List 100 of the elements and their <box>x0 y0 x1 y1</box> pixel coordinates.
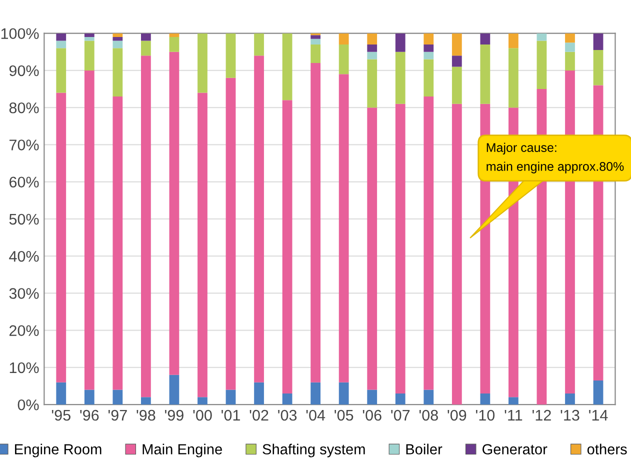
bar <box>338 382 349 405</box>
bar <box>536 40 547 90</box>
bar <box>565 52 575 70</box>
bar <box>424 59 434 96</box>
bar <box>424 44 434 52</box>
bar <box>480 393 490 405</box>
x-tick-label: '05 <box>334 410 354 421</box>
bar <box>338 33 349 44</box>
bar <box>140 40 151 56</box>
bar <box>56 33 66 41</box>
y-tick-label: 20% <box>10 325 39 336</box>
bar <box>395 33 406 52</box>
bar <box>84 70 94 390</box>
bar <box>112 37 123 41</box>
bar <box>452 104 462 405</box>
x-tick-label: '07 <box>391 410 410 421</box>
bar <box>593 33 604 50</box>
bar <box>367 44 378 52</box>
y-tick-label: 0% <box>18 399 39 410</box>
bar <box>452 56 462 67</box>
x-tick-label: '09 <box>448 410 466 421</box>
bar <box>310 63 321 382</box>
x-tick-label: '01 <box>222 410 240 421</box>
y-tick-label: 80% <box>9 102 39 114</box>
bar <box>395 104 406 394</box>
y-tick-label: 40% <box>9 250 39 262</box>
bar <box>84 40 94 70</box>
legend-label: Boiler <box>406 444 442 454</box>
x-tick-label: '12 <box>532 410 551 421</box>
bar <box>367 390 378 405</box>
annotation: Major cause: main engine approx.80% <box>486 142 624 174</box>
x-tick-label: '95 <box>52 410 70 421</box>
x-tick-label: '99 <box>165 410 184 421</box>
bar <box>424 52 434 60</box>
bar <box>169 374 180 405</box>
bar <box>395 52 406 104</box>
y-tick-label: 60% <box>10 176 39 188</box>
bar <box>480 33 490 44</box>
bar <box>198 397 208 405</box>
x-tick-label: '11 <box>504 410 522 421</box>
bar <box>310 382 321 405</box>
bar <box>593 50 604 86</box>
x-tick-label: '14 <box>589 410 608 421</box>
bar <box>254 382 264 405</box>
bar <box>140 33 151 41</box>
y-tick-label: 70% <box>10 140 39 150</box>
bar <box>112 33 123 38</box>
x-tick-label: '96 <box>80 410 99 421</box>
bar <box>310 38 321 44</box>
bar <box>367 33 378 44</box>
bar <box>254 56 264 382</box>
x-tick-label: '04 <box>306 410 326 421</box>
bar <box>282 100 292 394</box>
bar <box>338 44 349 74</box>
bar <box>84 33 94 38</box>
bar <box>112 96 123 390</box>
bar <box>536 33 547 41</box>
bar <box>112 48 123 96</box>
x-tick-label: '08 <box>419 410 438 421</box>
bar <box>56 382 66 405</box>
bar <box>282 393 292 405</box>
bar <box>226 78 236 390</box>
bar <box>84 37 94 41</box>
bar <box>56 92 66 382</box>
bar <box>112 40 123 48</box>
bar <box>169 37 180 52</box>
bar <box>367 59 378 108</box>
bar <box>56 40 66 48</box>
legend-label: Engine Room <box>15 444 102 458</box>
bar <box>198 33 208 93</box>
x-tick-label: '97 <box>108 410 127 421</box>
y-tick-label: 10% <box>10 362 39 374</box>
bar <box>565 393 575 405</box>
bar <box>565 33 575 43</box>
bar <box>508 33 518 48</box>
x-tick-label: '06 <box>362 410 382 421</box>
bar <box>169 52 180 375</box>
bar <box>424 96 434 390</box>
legend-label: others <box>587 444 627 454</box>
x-tick-label: '02 <box>250 410 268 421</box>
bar <box>226 390 236 405</box>
bar <box>480 44 490 104</box>
legend-label: Shafting system <box>262 444 365 458</box>
bar <box>140 397 151 405</box>
x-tick-label: '10 <box>476 410 495 421</box>
bar <box>140 56 151 398</box>
bar <box>424 390 434 405</box>
y-tick-label: 50% <box>9 214 39 225</box>
y-tick-label: 100% <box>1 28 39 40</box>
bar <box>367 52 378 60</box>
x-tick-label: '00 <box>193 410 212 421</box>
bar <box>452 33 462 56</box>
y-tick-label: 90% <box>9 65 39 76</box>
x-tick-label: '98 <box>136 410 156 421</box>
legend-label: Generator <box>482 444 548 454</box>
bar <box>452 66 462 104</box>
bar <box>226 33 236 78</box>
bar <box>254 33 264 56</box>
bar <box>367 108 378 390</box>
bar <box>508 397 518 405</box>
